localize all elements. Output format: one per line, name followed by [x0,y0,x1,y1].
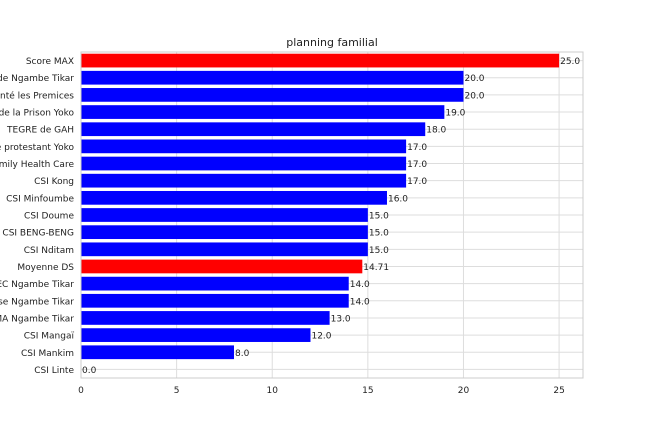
bar [81,156,407,171]
category-label: CSI Doume [24,212,74,222]
category-label: CSI Mankim [21,349,74,359]
value-label: 14.0 [350,297,370,307]
value-label: 8.0 [235,349,250,359]
category-label: e protestant Yoko [0,143,74,153]
value-label: 20.0 [464,91,484,101]
value-label: 16.0 [388,194,408,204]
labels: 0 5 10 15 20 25 Score MAX 25.0 de Ngambe Tikar 20… [0,57,580,396]
value-label: 19.0 [445,109,465,119]
bar [81,328,311,342]
value-label: 25.0 [560,57,580,67]
category-label: nté les Premices [0,90,74,101]
bar [81,276,349,291]
bar [81,208,368,222]
bar [81,242,368,257]
bars [81,53,560,360]
category-label: CSI Linte [34,366,74,376]
value-label: 20.0 [464,74,484,84]
x-tick-label: 0 [78,386,84,396]
category-label: Score MAX [26,57,74,67]
value-label: 12.0 [311,332,331,342]
bar [81,259,363,274]
category-label: MA Ngambe Tikar [0,314,74,324]
x-tick-label: 25 [553,386,564,396]
bar [81,345,234,360]
value-label: 17.0 [407,160,427,170]
category-label: de la Prison Yoko [0,109,74,119]
x-tick-label: 5 [174,386,180,396]
value-label: 15.0 [369,246,389,256]
bar [81,190,387,205]
value-label: 17.0 [407,143,427,153]
category-label: CSI BENG-BENG [2,229,74,239]
bar [81,293,349,308]
value-label: 0.0 [82,366,97,376]
category-label: mily Health Care [0,160,74,170]
bar [81,53,560,68]
x-tick-label: 10 [267,386,279,396]
category-label: se Ngambe Tikar [0,297,74,307]
x-tick-label: 15 [362,386,373,396]
value-label: 14.0 [350,280,370,290]
value-label: 15.0 [369,229,389,239]
value-label: 14.71 [363,263,389,273]
value-label: 13.0 [331,314,351,324]
bar [81,88,464,102]
category-label: CSI Minfoumbe [6,194,74,204]
category-label: CSI Mangaï [24,332,75,342]
value-label: 18.0 [426,126,446,136]
bar [81,70,464,85]
bar [81,139,407,154]
category-label: TEGRE de GAH [6,126,74,136]
bar [81,105,445,119]
plot-frame [80,51,584,379]
category-label: CSI Nditam [24,246,74,256]
x-tick-label: 20 [458,386,470,396]
value-label: 15.0 [369,212,389,222]
category-label: Moyenne DS [17,263,74,273]
category-label: CSI Kong [34,177,74,187]
bar [81,173,407,188]
value-label: 17.0 [407,177,427,187]
category-label: EC Ngambe Tikar [0,280,74,290]
chart-title: planning familial [286,36,378,49]
bar [81,225,368,240]
bar [81,122,426,137]
bar [81,311,330,325]
category-label: de Ngambe Tikar [0,74,74,84]
